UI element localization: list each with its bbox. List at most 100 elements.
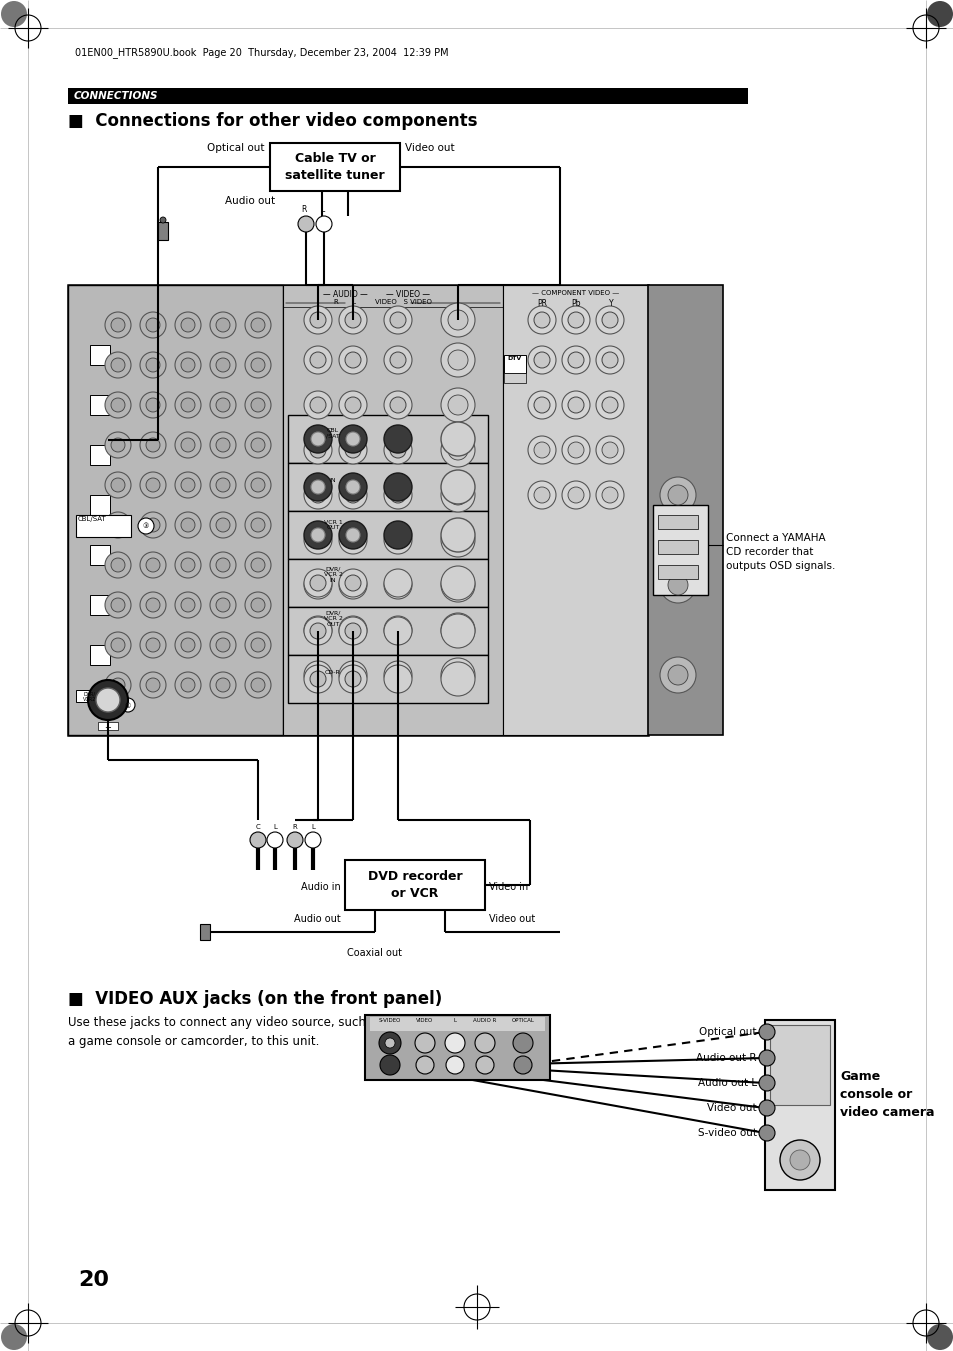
Bar (90, 444, 110, 465)
Circle shape (174, 471, 201, 499)
Circle shape (448, 394, 468, 415)
Circle shape (111, 317, 125, 332)
Circle shape (251, 638, 265, 653)
Circle shape (390, 486, 406, 503)
Circle shape (310, 532, 326, 549)
Circle shape (251, 399, 265, 412)
Circle shape (440, 343, 475, 377)
Circle shape (181, 558, 194, 571)
Circle shape (345, 577, 360, 593)
Circle shape (390, 532, 406, 549)
Text: L: L (273, 824, 276, 830)
Bar (90, 394, 110, 415)
Circle shape (181, 438, 194, 453)
Circle shape (346, 480, 359, 494)
Text: ■  VIDEO AUX jacks (on the front panel): ■ VIDEO AUX jacks (on the front panel) (68, 990, 442, 1008)
Circle shape (514, 1056, 532, 1074)
Circle shape (251, 438, 265, 453)
Circle shape (245, 592, 271, 617)
Circle shape (251, 598, 265, 612)
Text: Y: Y (608, 299, 613, 308)
Circle shape (346, 432, 359, 446)
Circle shape (140, 471, 166, 499)
Circle shape (345, 353, 360, 367)
Circle shape (385, 1038, 395, 1048)
Circle shape (111, 558, 125, 571)
Circle shape (210, 512, 235, 538)
Circle shape (390, 621, 406, 638)
Circle shape (146, 558, 160, 571)
Circle shape (345, 667, 360, 684)
Text: Pb: Pb (571, 299, 580, 308)
Circle shape (105, 512, 131, 538)
Text: Cable TV or
satellite tuner: Cable TV or satellite tuner (285, 153, 384, 182)
Circle shape (310, 671, 326, 688)
Circle shape (567, 397, 583, 413)
Circle shape (527, 305, 556, 334)
Circle shape (146, 517, 160, 532)
Circle shape (251, 478, 265, 492)
Circle shape (245, 553, 271, 578)
Text: S-VIDEO: S-VIDEO (378, 1019, 401, 1023)
Circle shape (140, 553, 166, 578)
Circle shape (305, 832, 320, 848)
Circle shape (384, 526, 412, 554)
Circle shape (759, 1125, 774, 1142)
Circle shape (210, 432, 235, 458)
Circle shape (448, 576, 468, 594)
Circle shape (440, 567, 475, 603)
Bar (90, 345, 110, 365)
Circle shape (596, 305, 623, 334)
Circle shape (659, 567, 696, 603)
Circle shape (440, 470, 475, 504)
Circle shape (304, 665, 332, 693)
Circle shape (96, 688, 120, 712)
Bar (288, 655, 488, 703)
Circle shape (561, 436, 589, 463)
Circle shape (390, 353, 406, 367)
Bar (764, 1020, 834, 1190)
Circle shape (345, 576, 360, 590)
Circle shape (146, 598, 160, 612)
Circle shape (181, 678, 194, 692)
Text: CONNECTIONS: CONNECTIONS (74, 91, 158, 101)
Circle shape (789, 1150, 809, 1170)
Circle shape (310, 312, 326, 328)
Circle shape (384, 426, 412, 453)
Circle shape (88, 680, 128, 720)
Bar (658, 515, 698, 530)
Circle shape (338, 481, 367, 509)
Circle shape (310, 577, 326, 593)
Bar (288, 511, 488, 559)
Circle shape (210, 471, 235, 499)
Circle shape (210, 392, 235, 417)
Text: CBL
/SAT: CBL /SAT (326, 428, 339, 439)
Circle shape (338, 571, 367, 598)
Circle shape (667, 576, 687, 594)
Circle shape (440, 566, 475, 600)
Text: Audio out: Audio out (225, 196, 274, 205)
Circle shape (390, 397, 406, 413)
Circle shape (1, 1, 27, 27)
Circle shape (304, 526, 332, 554)
Circle shape (304, 617, 332, 644)
Circle shape (561, 346, 589, 374)
Bar (158, 222, 168, 240)
Circle shape (215, 438, 230, 453)
Circle shape (448, 309, 468, 330)
Text: ①: ① (125, 703, 131, 709)
Circle shape (527, 390, 556, 419)
Text: +: + (105, 723, 112, 732)
Circle shape (146, 438, 160, 453)
Circle shape (215, 478, 230, 492)
Circle shape (245, 471, 271, 499)
Bar (288, 607, 488, 655)
Circle shape (210, 632, 235, 658)
Bar (76, 515, 131, 536)
Circle shape (601, 486, 618, 503)
Text: IN: IN (330, 478, 336, 484)
Circle shape (181, 517, 194, 532)
Circle shape (304, 616, 332, 644)
Circle shape (667, 665, 687, 685)
Circle shape (759, 1024, 774, 1040)
